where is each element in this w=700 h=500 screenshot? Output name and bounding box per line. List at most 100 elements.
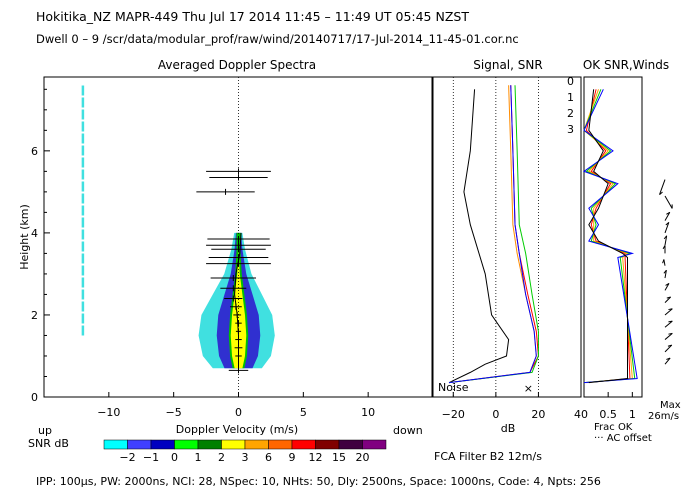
colorbar-label: 2: [218, 451, 225, 464]
spectra-y-tick-label: 0: [31, 391, 38, 404]
fracok-black-line: [588, 89, 628, 384]
spectra-y-tick-label: 2: [31, 309, 38, 322]
colorbar-label: −1: [143, 451, 159, 464]
label-up: up: [38, 424, 52, 437]
wind-barb-head: [668, 332, 673, 335]
snr-title: Signal, SNR: [473, 58, 542, 72]
snr-series-line: [448, 89, 510, 384]
colorbar-swatch: [338, 439, 363, 450]
wind-barb: [664, 222, 670, 234]
fracok-label: Frac OK: [594, 422, 633, 433]
colorbar-swatch: [150, 439, 175, 450]
echo-yellow-region: [230, 232, 247, 369]
wind-barb: [664, 333, 673, 340]
axes-layer: −10 −5 0 5 10 0 2 4 6 −20 0 20 40 0.5 1: [31, 88, 636, 421]
snr-x-tick-label: 20: [531, 408, 545, 421]
wind-barb: [664, 270, 667, 279]
wind-barb-head: [662, 259, 665, 264]
spectra-xlabel: Doppler Velocity (m/s): [176, 423, 298, 436]
snr-x-tick-label: −20: [442, 408, 465, 421]
wind-barb-head: [666, 211, 671, 215]
colorbar-label: 20: [356, 451, 370, 464]
colorbar-label: 12: [309, 451, 323, 464]
colorbar-swatch: [174, 439, 199, 450]
winds-title: OK SNR,Winds: [583, 58, 669, 72]
footer-params: IPP: 100μs, PW: 2000ns, NCI: 28, NSpec: …: [36, 475, 601, 488]
wind-barb-head: [663, 269, 667, 274]
snr-x-tick-label: 0: [492, 408, 499, 421]
colorbar-swatch: [221, 439, 246, 450]
winds-layer: 0 1 2 3: [567, 75, 638, 384]
spectra-x-tick-label: 10: [361, 406, 375, 419]
max-label: Max: [660, 400, 681, 411]
snr-noise-marker: ×: [524, 382, 533, 395]
wind-barb-head: [663, 235, 668, 240]
wind-barb-head: [665, 221, 670, 226]
spectra-x-tick-label: −5: [166, 406, 182, 419]
colorbar-label: 15: [332, 451, 346, 464]
snr-series-line: [448, 85, 537, 384]
header-line1: Hokitika_NZ MAPR-449 Thu Jul 17 2014 11:…: [36, 9, 469, 24]
wind-barb: [659, 179, 666, 195]
snr-frame: [431, 76, 582, 398]
wind-barb: [664, 357, 671, 365]
spectra-ylabel: Height (km): [18, 204, 31, 270]
noise-label: Noise: [438, 381, 469, 394]
wind-barb-layer: [659, 179, 673, 365]
label-down: down: [393, 424, 423, 437]
snr-xlabel: dB: [501, 422, 516, 435]
colorbar: −2 −1 0 1 2 3 6 9 12 15 20: [103, 439, 387, 464]
wind-barb-head: [668, 320, 673, 323]
colorbar-label: 1: [195, 451, 202, 464]
mean-velocity-line: [234, 232, 242, 369]
spectra-title: Averaged Doppler Spectra: [158, 58, 316, 72]
wind-barb: [663, 259, 666, 266]
wind-barb: [664, 212, 671, 221]
wind-barb: [664, 344, 673, 353]
snr-series-line: [448, 85, 539, 384]
colorbar-swatch: [127, 439, 152, 450]
wind-barb: [664, 296, 672, 303]
colorbar-label: 9: [289, 451, 296, 464]
filter-label: FCA Filter B2 12m/s: [434, 450, 542, 463]
winds-x-tick-label: 0.5: [599, 408, 617, 421]
max-speed-label: 26m/s: [648, 411, 679, 422]
wind-barb-head: [665, 282, 670, 286]
wind-barb: [664, 195, 673, 209]
legend-entry: 2: [567, 107, 574, 120]
colorbar-swatch: [244, 439, 269, 450]
winds-frame: [583, 76, 643, 398]
wind-barb-head: [667, 344, 672, 347]
colorbar-label: −2: [119, 451, 135, 464]
spectra-y-tick-label: 4: [31, 227, 38, 240]
header-line2: Dwell 0 – 9 /scr/data/modular_prof/raw/w…: [36, 32, 519, 46]
colorbar-swatch: [268, 439, 293, 450]
colorbar-label: 0: [171, 451, 178, 464]
snr-series-line: [448, 85, 537, 384]
wind-barb-head: [666, 296, 671, 299]
spectra-x-tick-label: 5: [300, 406, 307, 419]
spectra-layer: [81, 77, 275, 397]
wind-barb-head: [659, 191, 663, 195]
legend-entry: 3: [567, 123, 574, 136]
wind-barb-head: [666, 357, 671, 360]
wind-barb: [664, 320, 673, 328]
wind-barb-head: [668, 308, 673, 311]
colorbar-swatch: [197, 439, 222, 450]
colorbar-title: SNR dB: [28, 437, 69, 450]
colorbar-swatch: [103, 439, 128, 450]
colorbar-label: 6: [265, 451, 272, 464]
snr-layer: ×: [448, 77, 539, 397]
colorbar-swatch: [362, 439, 387, 450]
wind-barb-head: [662, 245, 666, 250]
winds-x-tick-label: 1: [629, 408, 636, 421]
colorbar-label: 3: [242, 451, 249, 464]
snr-series-line: [448, 85, 539, 384]
snr-x-tick-label: 40: [574, 408, 588, 421]
spectra-x-tick-label: 0: [235, 406, 242, 419]
wind-barb: [664, 235, 668, 246]
spectra-x-tick-label: −10: [97, 406, 120, 419]
legend-entry: 0: [567, 75, 574, 88]
wind-barb: [664, 283, 670, 291]
